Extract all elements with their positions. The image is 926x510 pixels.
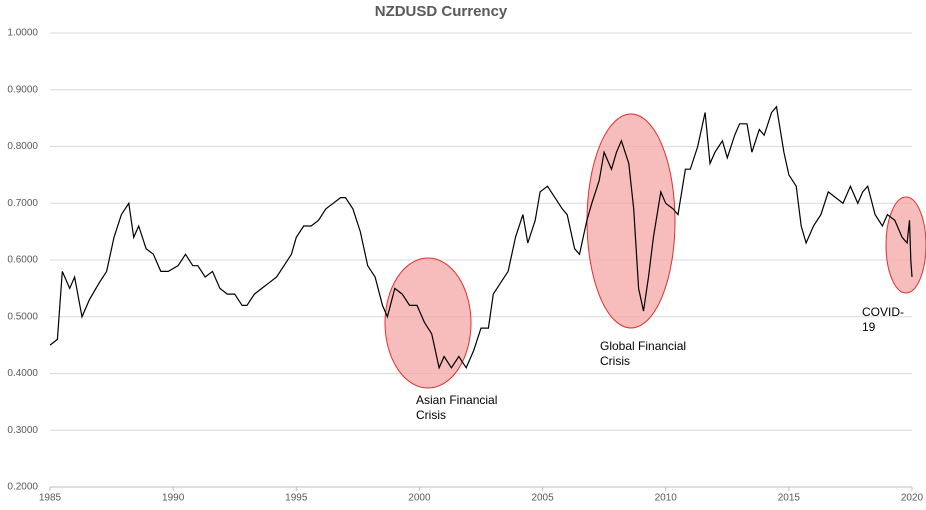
y-tick-label: 0.7000 <box>7 198 38 209</box>
y-tick-label: 0.4000 <box>7 368 38 379</box>
highlight-ellipse <box>586 113 676 329</box>
price-line <box>49 105 913 370</box>
annotation: COVID-19 <box>862 305 904 334</box>
y-tick-label: 0.8000 <box>7 141 38 152</box>
annotation: Global Financial Crisis <box>600 339 687 368</box>
y-tick-label: 0.2000 <box>7 482 38 493</box>
x-tick-label: 2015 <box>778 493 801 504</box>
y-tick-label: 0.6000 <box>7 255 38 266</box>
y-tick-label: 0.3000 <box>7 425 38 436</box>
x-tick-label: 2000 <box>408 493 431 504</box>
x-tick-label: 1985 <box>39 493 62 504</box>
highlight-ellipse <box>885 196 926 294</box>
y-tick-label: 1.0000 <box>7 28 38 39</box>
x-tick-label: 2010 <box>655 493 678 504</box>
x-tick-label: 2005 <box>531 493 554 504</box>
chart-title: NZDUSD Currency <box>375 3 508 20</box>
x-tick-label: 1995 <box>285 493 308 504</box>
annotation: Asian Financial Crisis <box>416 393 498 422</box>
highlight-ellipse <box>384 257 472 389</box>
y-tick-label: 0.9000 <box>7 84 38 95</box>
y-tick-label: 0.5000 <box>7 311 38 322</box>
x-tick-label: 1990 <box>162 493 185 504</box>
x-tick-label: 2020 <box>901 493 924 504</box>
